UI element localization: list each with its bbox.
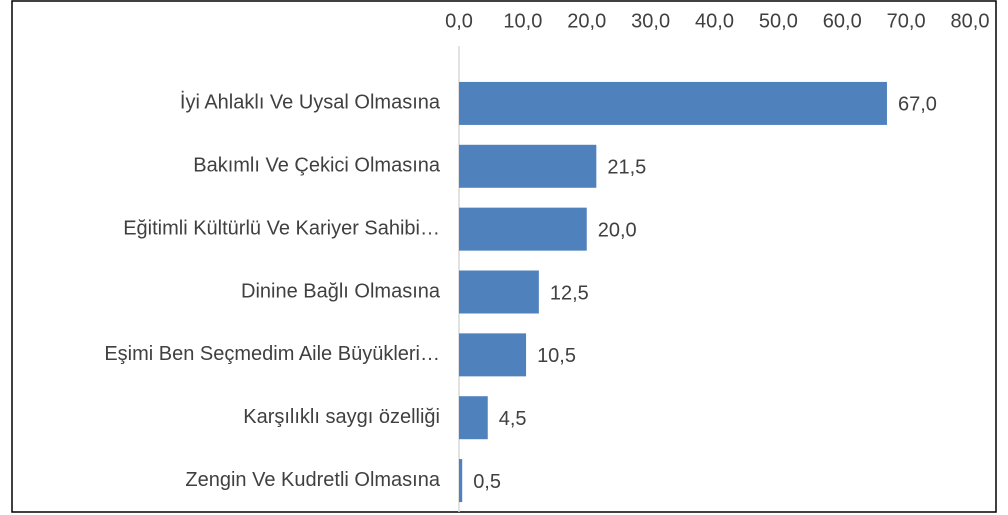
y-tick-label: Bakımlı Ve Çekici Olmasına (193, 155, 441, 177)
data-label: 20,0 (598, 219, 637, 241)
y-tick-label: Dinine Bağlı Olmasına (241, 280, 441, 302)
x-tick-label: 10,0 (503, 10, 542, 32)
y-tick-label: Eğitimli Kültürlü Ve Kariyer Sahibi… (123, 217, 440, 239)
x-tick-label: 80,0 (951, 10, 990, 32)
x-tick-label: 70,0 (887, 10, 926, 32)
data-label: 0,5 (473, 471, 501, 493)
data-label: 4,5 (499, 408, 527, 430)
bar (459, 270, 539, 314)
data-label: 67,0 (898, 94, 937, 116)
bar (459, 144, 597, 188)
bar (459, 81, 887, 125)
y-tick-label: Eşimi Ben Seçmedim Aile Büyükleri… (104, 343, 440, 365)
x-tick-label: 50,0 (759, 10, 798, 32)
data-label: 12,5 (550, 282, 589, 304)
x-tick-label: 0,0 (445, 10, 473, 32)
bar (459, 207, 587, 251)
chart-border (11, 0, 997, 513)
y-tick-label: Karşılıklı saygı özelliği (243, 406, 440, 428)
bar (459, 396, 488, 440)
y-tick-label: Zengin Ve Kudretli Olmasına (185, 469, 440, 491)
bar (459, 333, 527, 377)
data-label: 10,5 (537, 345, 576, 367)
x-tick-label: 20,0 (567, 10, 606, 32)
data-label: 21,5 (607, 157, 646, 179)
bar (459, 459, 463, 503)
x-tick-label: 40,0 (695, 10, 734, 32)
y-tick-label: İyi Ahlaklı Ve Uysal Olmasına (180, 91, 441, 114)
x-tick-label: 30,0 (631, 10, 670, 32)
x-tick-label: 60,0 (823, 10, 862, 32)
